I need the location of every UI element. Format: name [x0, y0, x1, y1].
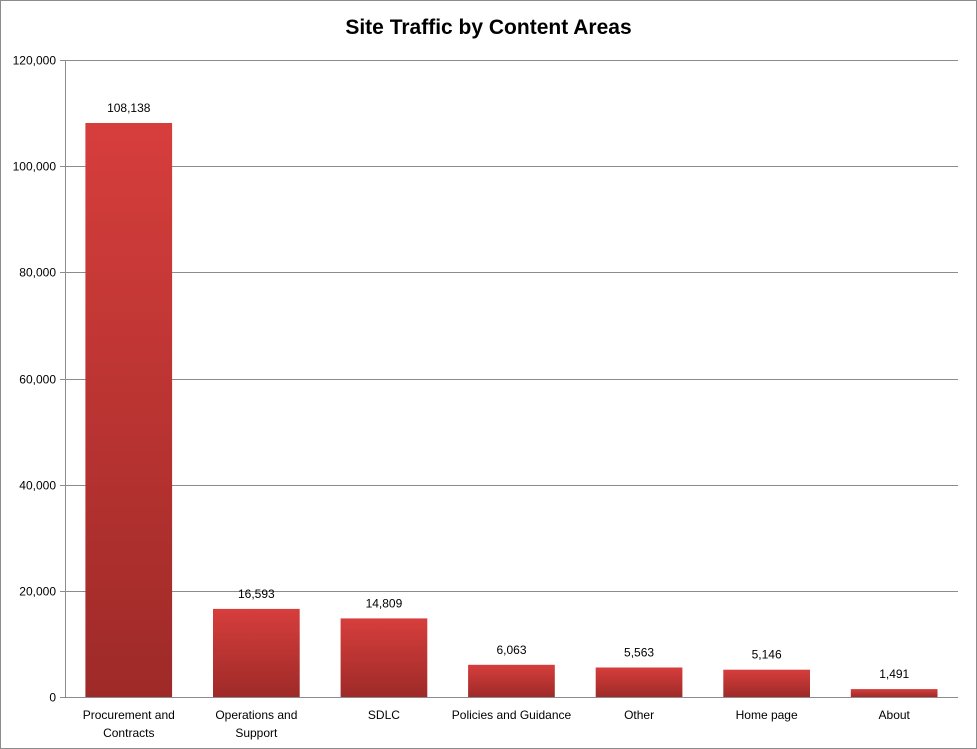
bars: [65, 123, 958, 698]
y-tick-label: 40,000: [19, 479, 56, 493]
labels: 0 20,000 40,000 60,000 80,000 100,000 120,000 1…: [13, 54, 911, 741]
x-tick-label: Other: [624, 708, 654, 722]
y-tick-label: 80,000: [19, 266, 56, 280]
x-tick-label: Procurement and: [83, 708, 175, 722]
data-label: 5,146: [752, 648, 782, 662]
gridlines: [60, 60, 958, 698]
x-tick-label: About: [879, 708, 911, 722]
y-tick-label: 0: [49, 691, 56, 705]
bar: [468, 664, 555, 697]
bar: [850, 689, 938, 697]
data-label: 108,138: [107, 101, 151, 115]
x-tick-label: Policies and Guidance: [452, 708, 572, 722]
data-label: 5,563: [624, 645, 654, 659]
data-label: 16,593: [238, 587, 275, 601]
data-label: 14,809: [366, 596, 403, 610]
x-tick-label: Contracts: [103, 726, 154, 740]
bar: [85, 123, 173, 697]
y-tick-label: 20,000: [19, 585, 56, 599]
y-tick-label: 100,000: [13, 160, 57, 174]
bar: [595, 667, 683, 697]
bar: [213, 608, 300, 697]
x-tick-label: Operations and: [215, 708, 297, 722]
x-tick-label: Support: [235, 726, 278, 740]
data-label: 6,063: [496, 643, 526, 657]
bar: [340, 618, 428, 697]
data-label: 1,491: [879, 667, 909, 681]
x-tick-label: Home page: [736, 708, 798, 722]
bar: [723, 669, 810, 697]
y-tick-label: 60,000: [19, 373, 56, 387]
y-tick-label: 120,000: [13, 54, 57, 68]
chart-title: Site Traffic by Content Areas: [345, 16, 632, 39]
x-tick-label: SDLC: [368, 708, 400, 722]
